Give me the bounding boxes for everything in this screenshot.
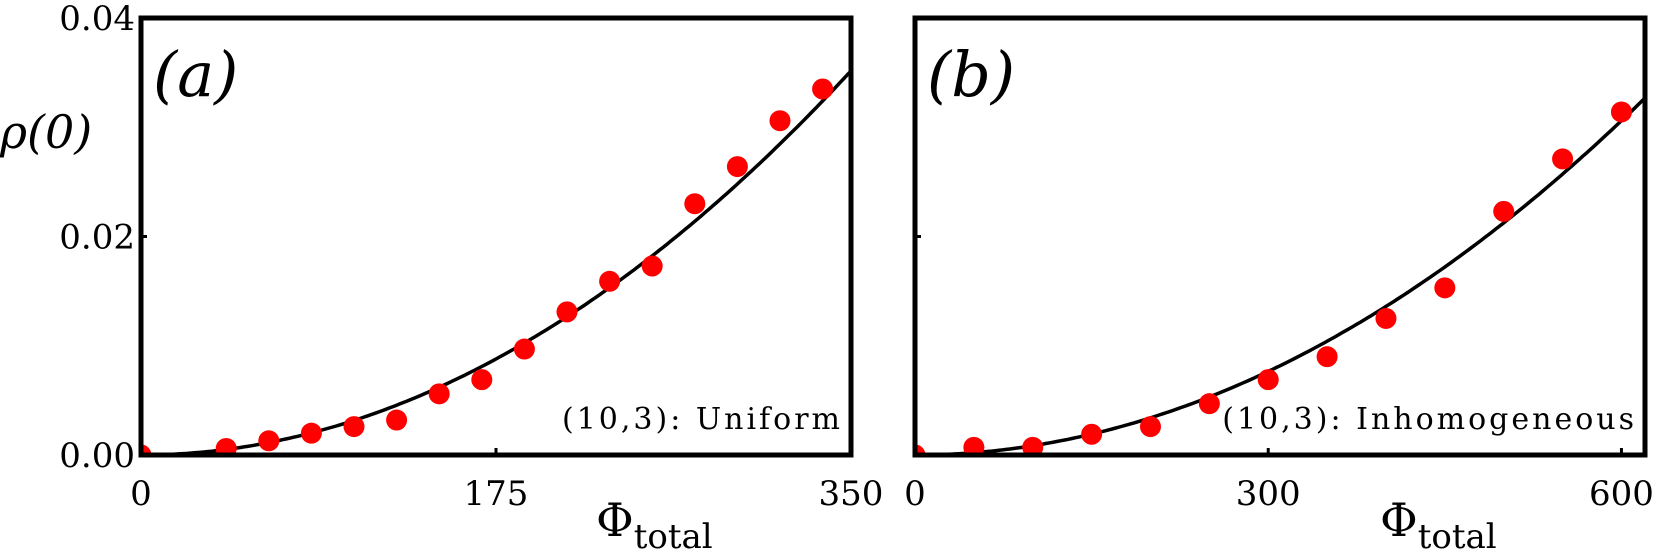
data-point: [1022, 436, 1044, 455]
data-point: [141, 444, 152, 455]
data-point: [343, 416, 365, 438]
data-point: [300, 422, 322, 444]
data-point: [1081, 423, 1103, 445]
x-tick-label: 600: [1589, 474, 1654, 514]
data-point: [386, 409, 408, 431]
plot-frame: [912, 15, 1648, 458]
data-point: [769, 110, 791, 132]
panel-annotation: (10,3): Inhomogeneous: [1222, 402, 1637, 437]
data-point: [1257, 369, 1279, 391]
data-point: [215, 437, 237, 455]
data-point: [1375, 307, 1397, 329]
data-point: [1198, 393, 1220, 415]
x-axis-label: Φtotal: [596, 493, 713, 550]
x-tick-label: 0: [904, 474, 926, 514]
data-point: [1610, 101, 1632, 123]
data-point: [599, 270, 621, 292]
data-point: [428, 383, 450, 405]
data-point: [513, 338, 535, 360]
y-axis-label: ρ(0): [0, 105, 92, 159]
panel-b: 0 300 600 (b) (10,3): Inhomogeneous Φtotal: [904, 15, 1654, 550]
data-point: [812, 78, 834, 100]
data-point: [1316, 346, 1338, 368]
data-point: [726, 156, 748, 178]
panel-label: (a): [153, 38, 238, 111]
plot-frame: [138, 15, 854, 458]
x-tick-label: 300: [1236, 474, 1301, 514]
data-point: [915, 444, 926, 455]
x-tick-label: 0: [130, 474, 152, 514]
data-point: [1552, 148, 1574, 170]
y-tick-label: 0.00: [59, 436, 135, 476]
x-tick-label: 175: [464, 474, 529, 514]
data-point: [556, 301, 578, 323]
data-point: [471, 369, 493, 391]
data-point: [684, 193, 706, 215]
data-point: [963, 436, 985, 455]
panel-label: (b): [927, 38, 1015, 111]
data-point: [1434, 277, 1456, 299]
panel-a: 0 175 350 0.00 0.02 0.04 (a) (10,3): Uniform Φto…: [59, 0, 883, 550]
x-tick-label: 350: [819, 474, 884, 514]
data-point: [641, 255, 663, 277]
x-axis-label: Φtotal: [1380, 493, 1497, 550]
y-tick-label: 0.04: [59, 0, 135, 39]
data-point: [1139, 416, 1161, 438]
x-axis-label-subscript: total: [1418, 517, 1497, 550]
y-tick-label: 0.02: [59, 218, 135, 258]
panel-annotation: (10,3): Uniform: [562, 402, 843, 437]
fit-curve: [141, 69, 851, 455]
data-point: [258, 430, 280, 452]
data-point: [1493, 200, 1515, 222]
x-axis-label-subscript: total: [634, 517, 713, 550]
